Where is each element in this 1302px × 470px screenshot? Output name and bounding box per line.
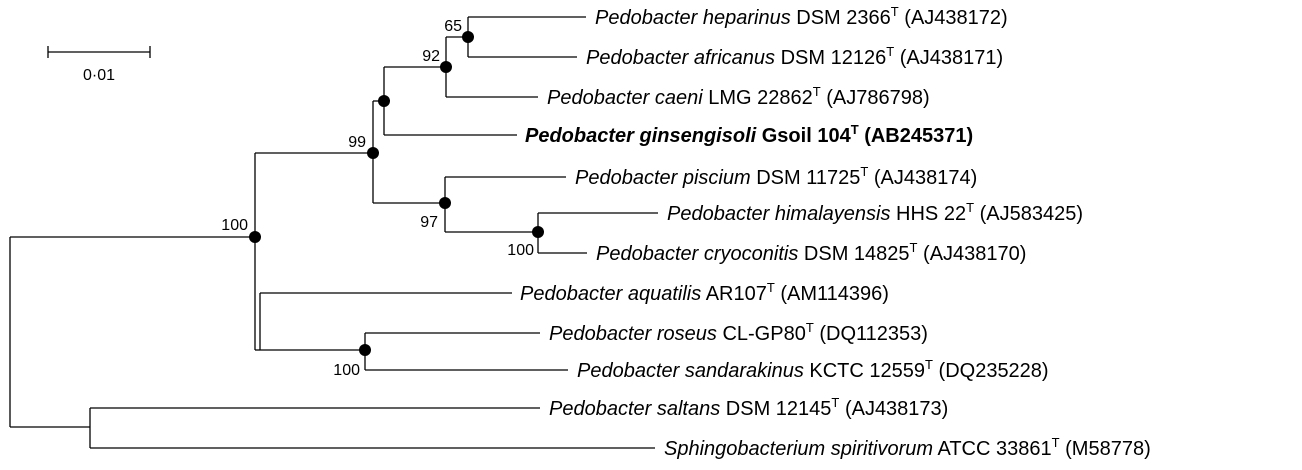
taxon-labels: Pedobacter heparinus DSM 2366T (AJ438172… — [520, 4, 1151, 460]
node-dot — [462, 31, 474, 43]
taxon-label: Pedobacter sandarakinus KCTC 12559T (DQ2… — [577, 357, 1049, 382]
taxon-label-highlighted: Pedobacter ginsengisoli Gsoil 104T (AB24… — [525, 122, 973, 147]
taxon-label: Pedobacter saltans DSM 12145T (AJ438173) — [549, 395, 948, 420]
bootstrap-label: 100 — [507, 242, 534, 259]
taxon-label: Pedobacter heparinus DSM 2366T (AJ438172… — [595, 4, 1008, 29]
node-dot — [439, 197, 451, 209]
bootstrap-label: 99 — [348, 134, 366, 151]
node-dots — [249, 31, 544, 356]
bootstrap-label: 92 — [422, 48, 440, 65]
scale-bar-label: 0·01 — [83, 67, 115, 84]
node-dot — [249, 231, 261, 243]
taxon-label: Pedobacter cryoconitis DSM 14825T (AJ438… — [596, 240, 1026, 265]
taxon-label: Pedobacter roseus CL-GP80T (DQ112353) — [549, 320, 928, 345]
bootstrap-label: 100 — [333, 362, 360, 379]
node-dot — [359, 344, 371, 356]
taxon-label: Pedobacter caeni LMG 22862T (AJ786798) — [547, 84, 930, 109]
bootstrap-label: 65 — [444, 18, 462, 35]
bootstrap-label: 97 — [420, 214, 438, 231]
node-dot — [367, 147, 379, 159]
node-dot — [378, 95, 390, 107]
taxon-label: Pedobacter aquatilis AR107T (AM114396) — [520, 280, 889, 305]
taxon-label: Pedobacter africanus DSM 12126T (AJ43817… — [586, 44, 1003, 69]
node-dot — [440, 61, 452, 73]
taxon-label: Pedobacter himalayensis HHS 22T (AJ58342… — [667, 200, 1083, 225]
scale-bar: 0·01 — [47, 46, 151, 84]
node-dot — [532, 226, 544, 238]
taxon-label: Sphingobacterium spiritivorum ATCC 33861… — [664, 435, 1151, 460]
taxon-label: Pedobacter piscium DSM 11725T (AJ438174) — [575, 164, 977, 189]
bootstrap-label: 100 — [221, 217, 248, 234]
bootstrap-values: 65 92 99 97 100 100 100 — [221, 18, 534, 379]
